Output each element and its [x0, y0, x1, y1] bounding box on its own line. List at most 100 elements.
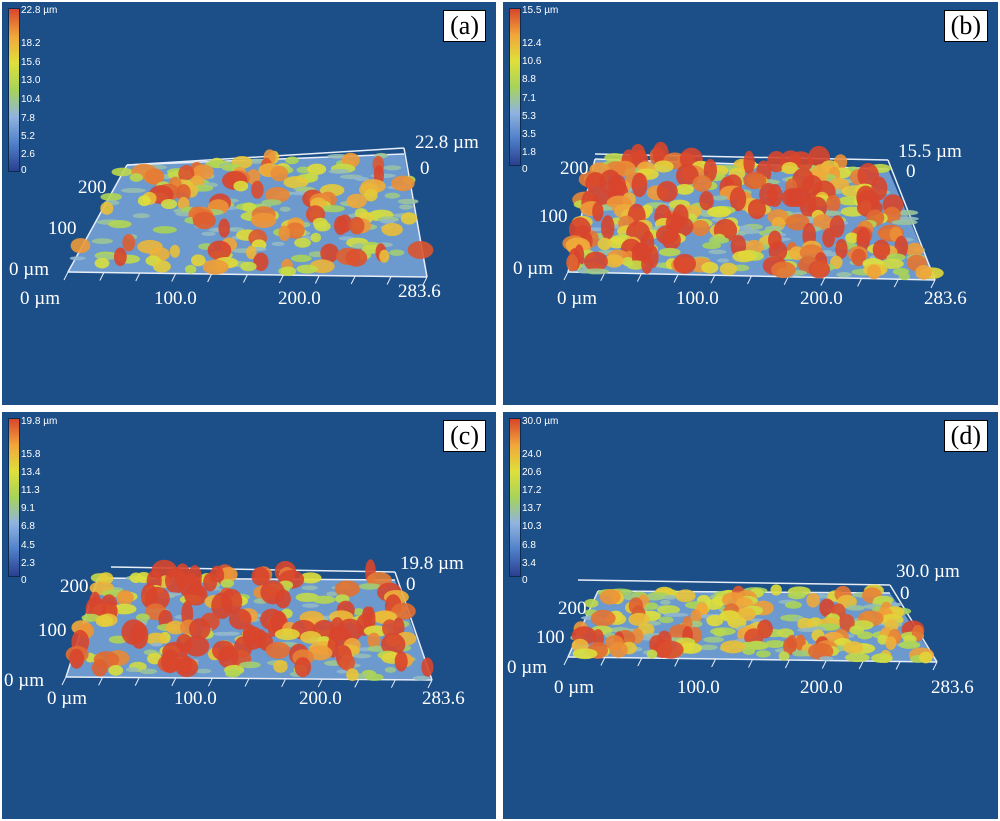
- y-tick: 200: [558, 598, 587, 619]
- x-tick-mark: [783, 276, 789, 286]
- surface-peak: [279, 206, 291, 212]
- surface-peak: [822, 228, 835, 248]
- surface-peak: [885, 636, 897, 651]
- surface-peak: [781, 162, 799, 175]
- surface-peak: [94, 257, 110, 269]
- surface-peak: [407, 241, 434, 259]
- surface-peak: [819, 598, 835, 618]
- surface-peak: [764, 640, 786, 649]
- surface-peak: [727, 616, 747, 629]
- surface-peak: [160, 649, 180, 674]
- surface-peak: [274, 628, 300, 641]
- surface-peak: [792, 650, 810, 657]
- surface-peak: [251, 566, 270, 586]
- surface-peak: [643, 594, 665, 601]
- surface-peak: [711, 195, 729, 201]
- surface-peak: [130, 622, 149, 649]
- surface-peak: [394, 651, 408, 672]
- surface-peak: [145, 632, 167, 646]
- surface-peak: [812, 214, 833, 230]
- surface-peak: [294, 657, 312, 678]
- surface-peak: [785, 213, 810, 231]
- surface-peak: [597, 237, 612, 251]
- surface-peak: [783, 637, 797, 656]
- colorbar: [8, 8, 20, 172]
- surface-peak: [296, 166, 311, 174]
- colorbar-label: 13.0: [21, 75, 41, 86]
- colorbar-label: 24.0: [522, 449, 542, 460]
- surface-peak: [320, 205, 345, 213]
- surface-peak: [720, 640, 746, 654]
- x-tick-mark: [858, 660, 864, 670]
- surface-peak: [679, 642, 703, 654]
- z-max-label: 30.0 µm: [896, 561, 960, 582]
- surface-peak: [584, 598, 599, 608]
- panel-tag: (a): [443, 10, 486, 42]
- surface-peak: [265, 642, 291, 659]
- colorbar-label: 10.3: [522, 521, 542, 532]
- surface-peak: [265, 187, 290, 203]
- surface-peak: [919, 651, 933, 664]
- surface-peak: [152, 226, 178, 234]
- surface-peak: [743, 171, 767, 190]
- surface-peak: [217, 645, 239, 669]
- surface-peak: [584, 268, 610, 275]
- surface-peak: [334, 215, 348, 236]
- surface-peak: [381, 222, 403, 237]
- surface-peak: [702, 241, 722, 250]
- surface-plot: [63, 147, 434, 286]
- surface-peak: [784, 601, 802, 609]
- surface-peak: [703, 636, 724, 643]
- colorbar-label: 5.3: [522, 111, 536, 122]
- surface-peak: [658, 247, 681, 257]
- colorbar-label: 0: [522, 575, 528, 586]
- x-tick-mark: [821, 660, 827, 669]
- x-tick-mark: [820, 277, 826, 286]
- surface-peak: [113, 247, 127, 267]
- x-tick: 283.6: [931, 677, 974, 698]
- surface-peak: [906, 242, 923, 258]
- surface-peak: [675, 184, 694, 195]
- x-tick-mark: [61, 676, 67, 686]
- surface-peak: [898, 272, 911, 281]
- surface-peak: [169, 244, 181, 258]
- colorbar-label: 13.7: [522, 503, 542, 514]
- surface-peak: [604, 153, 625, 163]
- surface-peak: [631, 172, 648, 198]
- colorbar-label: 0: [21, 575, 27, 586]
- surface-peak: [251, 180, 264, 199]
- surface-peak: [239, 661, 261, 669]
- x-tick-mark: [207, 273, 213, 283]
- colorbar-label: 30.0 µm: [522, 416, 559, 427]
- surface-peak: [314, 221, 331, 232]
- surface-plot: [562, 141, 944, 289]
- colorbar-label: 20.6: [522, 467, 542, 478]
- x-tick-mark: [63, 271, 69, 281]
- x-tick-mark: [748, 659, 753, 668]
- x-tick-mark: [600, 657, 606, 666]
- x-tick-mark: [427, 679, 433, 689]
- surface-peak: [176, 184, 191, 202]
- colorbar-label: 9.1: [21, 503, 35, 514]
- colorbar-label: 2.3: [21, 558, 35, 569]
- surface-peak: [111, 167, 133, 177]
- surface-peak: [391, 175, 415, 192]
- x-tick-mark: [171, 273, 177, 282]
- colorbar-label: 18.2: [21, 38, 41, 49]
- surface-peak: [645, 602, 659, 610]
- x-tick: 0 µm: [554, 677, 594, 698]
- surface-peak: [708, 249, 727, 255]
- surface-peak: [294, 237, 312, 248]
- colorbar-label: 7.8: [21, 113, 35, 124]
- surface-peak: [835, 238, 848, 259]
- surface-peak: [346, 668, 359, 682]
- surface-peak: [843, 641, 864, 655]
- x-tick: 200.0: [299, 688, 342, 709]
- surface-peak: [717, 258, 730, 263]
- surface-peak: [340, 653, 355, 672]
- surface-peak: [312, 595, 336, 604]
- surface-peak: [100, 201, 114, 215]
- surface-peak: [195, 668, 212, 674]
- panel-a: 22.8 µm 18.2 15.6 13.0 10.4 7.8 5.2 2.6 …: [2, 2, 496, 405]
- surface-peak: [871, 653, 893, 664]
